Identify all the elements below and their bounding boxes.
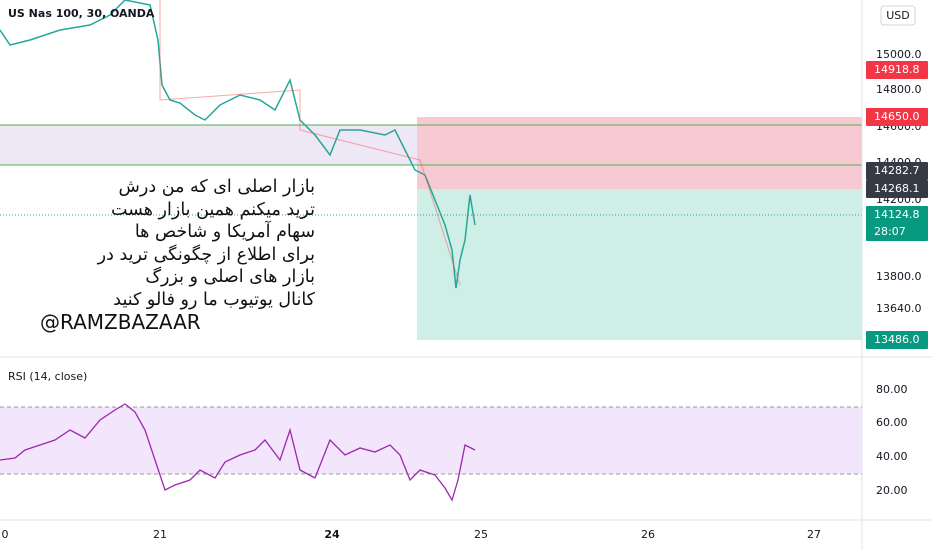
- time-label: 25: [474, 528, 488, 541]
- price-badge-label: 14918.8: [874, 63, 920, 76]
- price-label: 14800.0: [876, 83, 922, 96]
- annotation: بازار اصلی ای که من درش ترید میکنم همین ب…: [40, 176, 315, 334]
- price-badge: [866, 206, 928, 224]
- price-badge: [866, 162, 928, 180]
- price-badge-label: 28:07: [874, 225, 906, 238]
- price-series: [0, 0, 476, 289]
- annotation-line: بازار های اصلی و بزرگ: [145, 267, 315, 287]
- price-badge-label: 14650.0: [874, 110, 920, 123]
- price-label: 13640.0: [876, 302, 922, 315]
- annotation-line: سهام آمریکا و شاخص ها: [134, 222, 315, 242]
- time-label: 27: [807, 528, 821, 541]
- price-badge: [866, 61, 928, 79]
- price-badge-label: 14124.8: [874, 208, 920, 221]
- price-badge: [866, 180, 928, 198]
- price-badge-label: 14268.1: [874, 182, 920, 195]
- price-series-down: [159, 0, 461, 286]
- price-label: 13800.0: [876, 270, 922, 283]
- annotation-line: ترید میکنم همین بازار هست: [110, 199, 315, 220]
- price-badge-label: 13486.0: [874, 333, 920, 346]
- price-badge: [866, 331, 928, 349]
- annotation-line: برای اطلاع از چگونگی ترید در: [97, 244, 315, 265]
- price-badge: [866, 223, 928, 241]
- rsi-label: 20.00: [876, 484, 908, 497]
- rsi-label: 60.00: [876, 416, 908, 429]
- price-badge: [866, 108, 928, 126]
- annotation-line: @RAMZBAZAAR: [40, 310, 201, 334]
- rsi-label: 80.00: [876, 383, 908, 396]
- time-label: 0: [2, 528, 9, 541]
- target-zone: [417, 189, 862, 340]
- stop-zone: [417, 117, 862, 189]
- rsi-label: 40.00: [876, 450, 908, 463]
- annotation-line: بازار اصلی ای که من درش: [118, 177, 315, 197]
- rsi-band: [0, 407, 862, 474]
- price-badge-label: 14282.7: [874, 164, 920, 177]
- currency-label[interactable]: USD: [886, 9, 910, 22]
- annotation-line: کانال یوتیوب ما رو فالو کنید: [113, 289, 315, 310]
- currency-button[interactable]: [880, 5, 916, 26]
- rsi-line: [0, 403, 476, 502]
- price-label: 15000.0: [876, 48, 922, 61]
- time-label: 24: [324, 528, 340, 541]
- time-label: 21: [153, 528, 167, 541]
- time-label: 26: [641, 528, 655, 541]
- symbol-title: US Nas 100, 30, OANDA: [8, 7, 155, 20]
- rsi-title: RSI (14, close): [8, 370, 87, 383]
